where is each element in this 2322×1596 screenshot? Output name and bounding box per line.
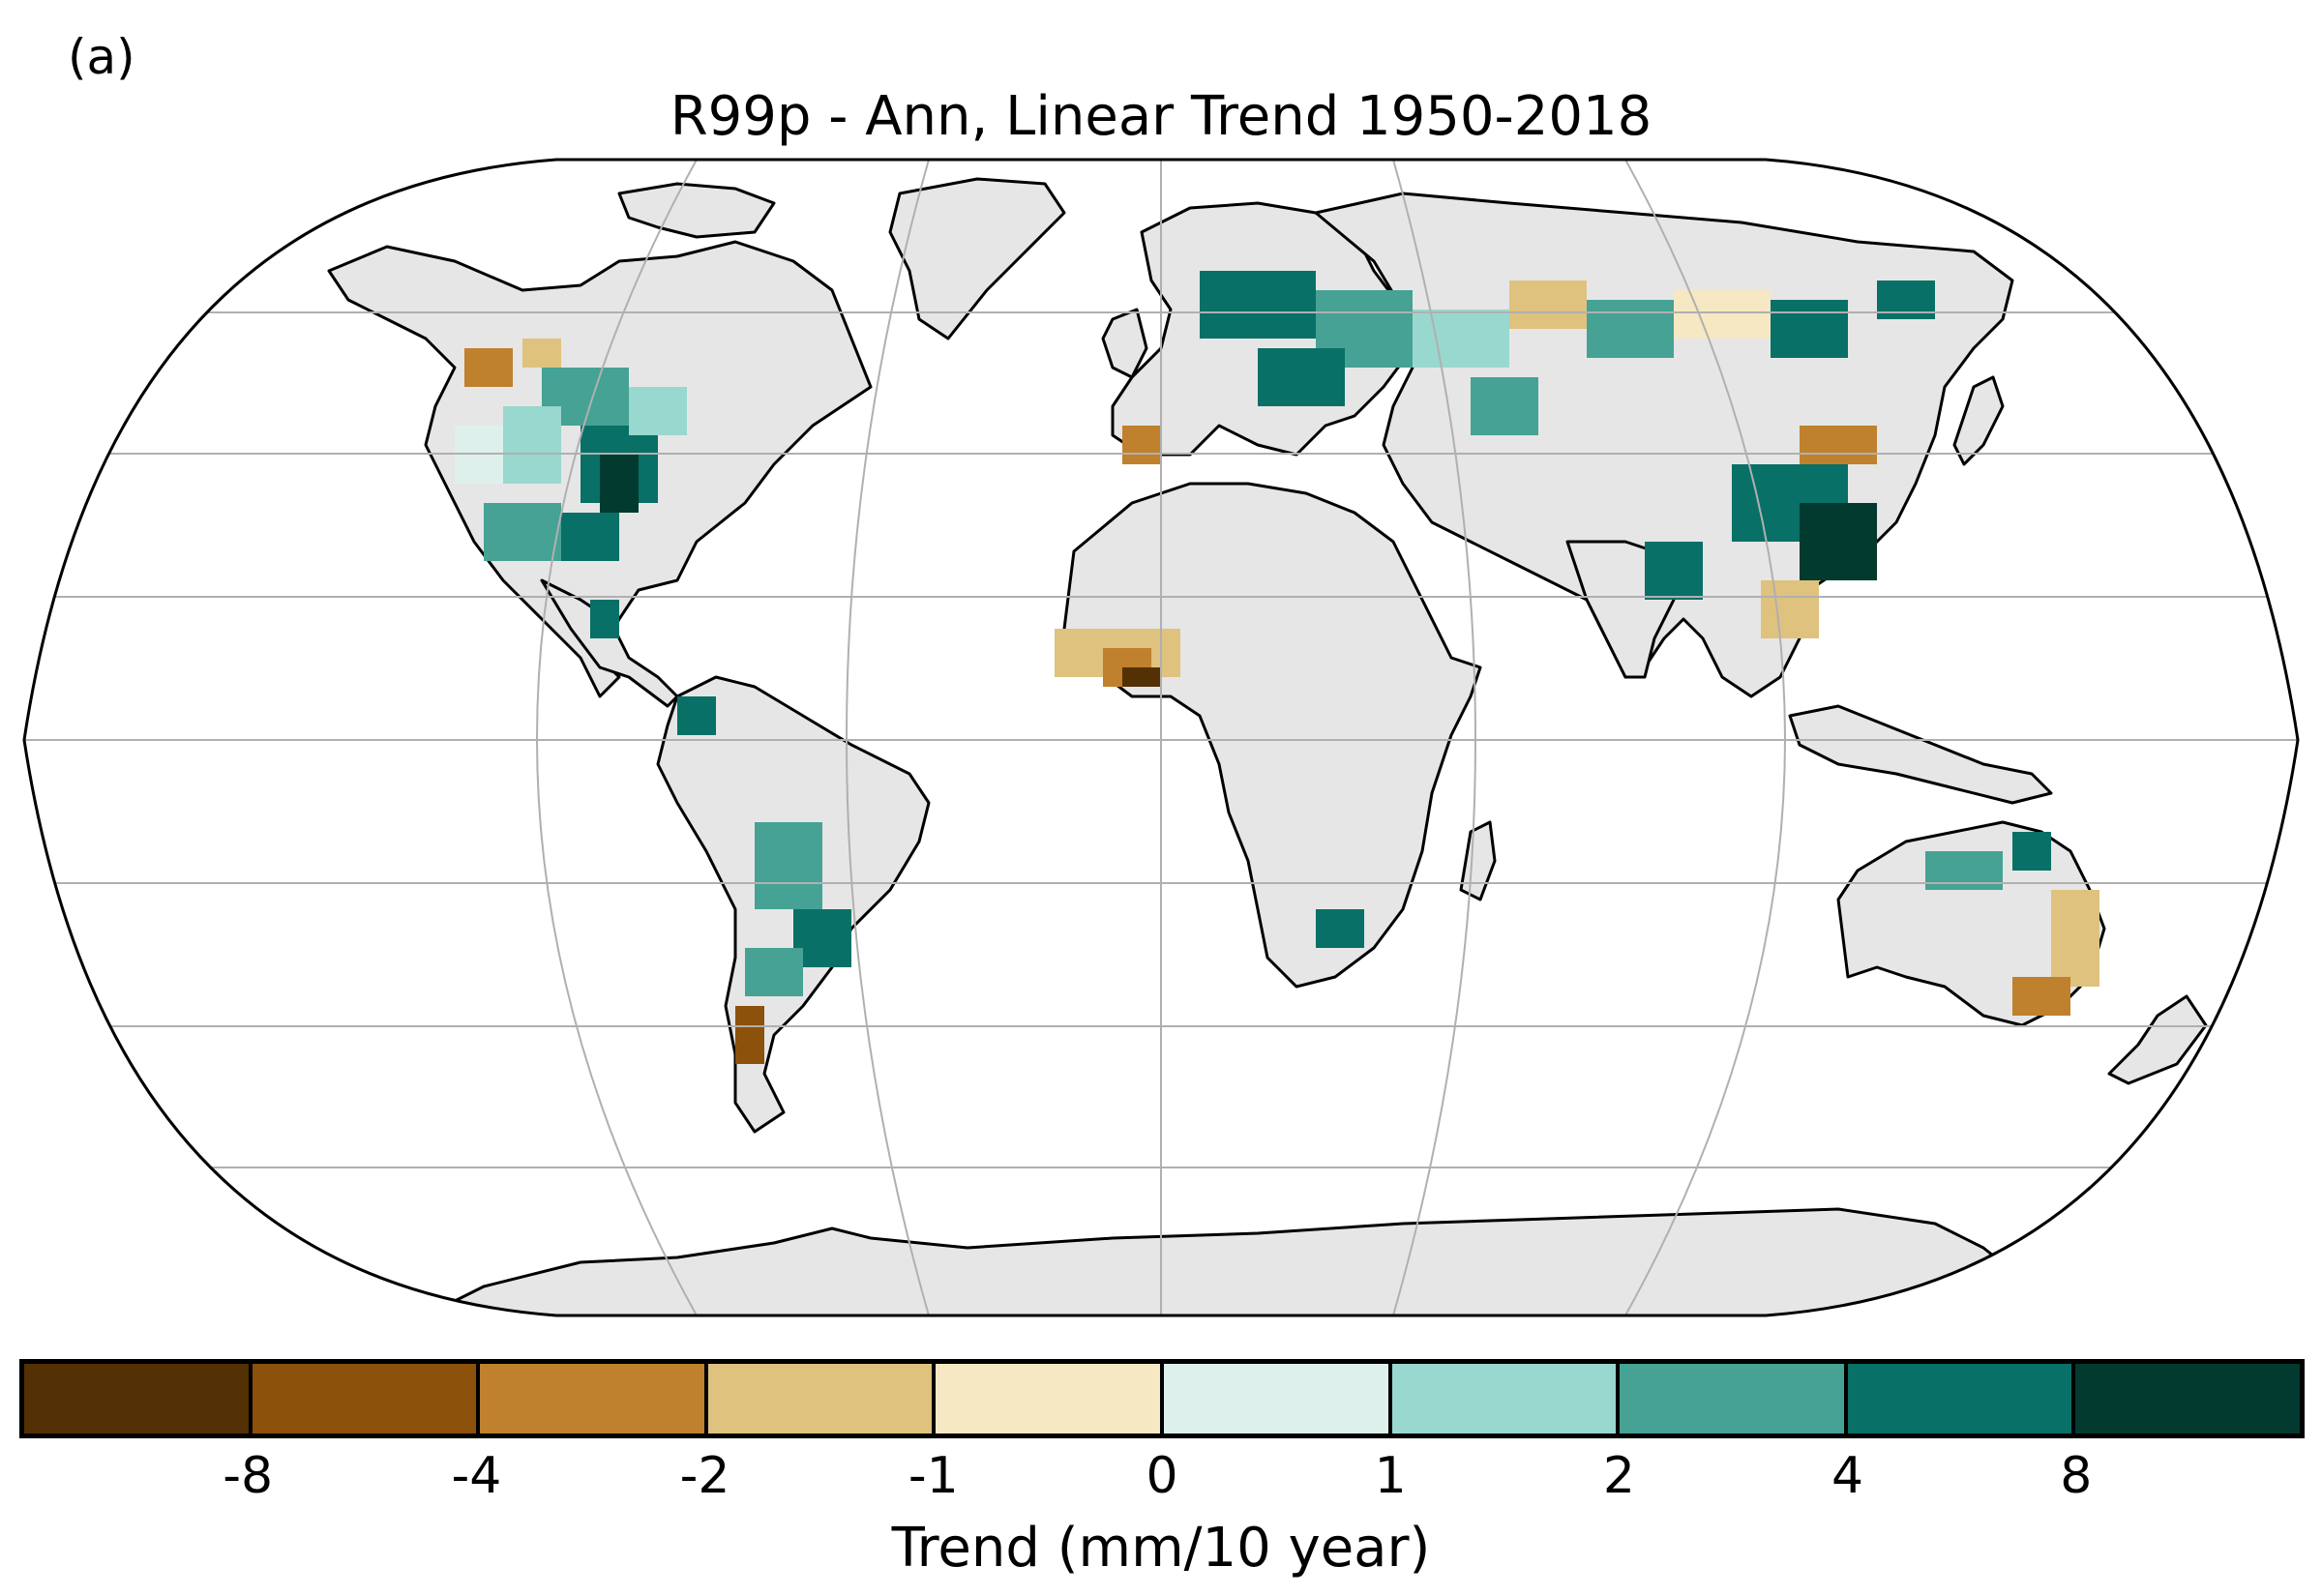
world-map xyxy=(22,158,2300,1317)
colorbar-segment xyxy=(252,1364,481,1433)
japan xyxy=(1952,375,2005,466)
colorbar-segment xyxy=(480,1364,708,1433)
colorbar-label: Trend (mm/10 year) xyxy=(891,1517,1431,1580)
globe-boundary xyxy=(22,158,2300,1317)
colorbar-tick-label: 0 xyxy=(1146,1447,1178,1505)
new-zealand xyxy=(2107,994,2208,1085)
colorbar-tick-label: 2 xyxy=(1602,1447,1635,1505)
colorbar xyxy=(19,1359,2305,1438)
colorbar-segment xyxy=(1391,1364,1621,1433)
british-isles xyxy=(1101,308,1148,379)
colorbar-tick-label: 8 xyxy=(2060,1447,2093,1505)
colorbar-segment xyxy=(707,1364,937,1433)
colorbar-segment xyxy=(1847,1364,2076,1433)
colorbar-tick-label: -4 xyxy=(451,1447,502,1505)
colorbar-segment xyxy=(1163,1364,1392,1433)
colorbar-tick-label: -8 xyxy=(223,1447,274,1505)
colorbar-tick-label: 4 xyxy=(1831,1447,1864,1505)
colorbar-segment xyxy=(2075,1364,2300,1433)
colorbar-tick-label: -1 xyxy=(908,1447,959,1505)
madagascar xyxy=(1459,820,1497,901)
graticule xyxy=(24,160,2298,1315)
colorbar-tick-label: -2 xyxy=(679,1447,730,1505)
colorbar-segment xyxy=(1620,1364,1848,1433)
trend-pixels xyxy=(455,271,2099,1064)
map-title: R99p - Ann, Linear Trend 1950-2018 xyxy=(670,85,1652,148)
arctic-islands xyxy=(617,182,776,239)
panel-label: (a) xyxy=(68,29,135,85)
africa xyxy=(1062,482,1482,989)
colorbar-tick-label: 1 xyxy=(1374,1447,1407,1505)
colorbar-segment xyxy=(24,1364,253,1433)
maritime-southeast-asia xyxy=(1788,704,2053,805)
colorbar-segment xyxy=(936,1364,1164,1433)
